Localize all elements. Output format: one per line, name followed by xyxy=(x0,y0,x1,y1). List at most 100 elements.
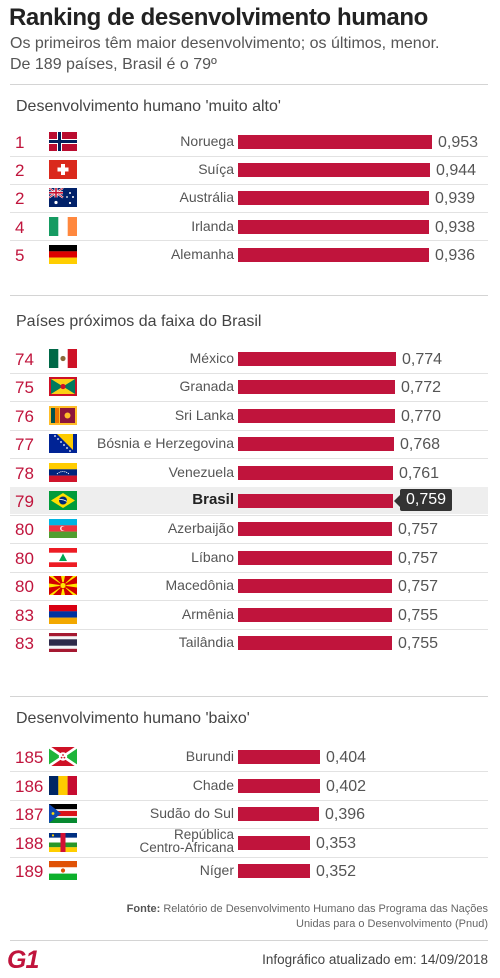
rank-label: 76 xyxy=(15,406,34,426)
chart-row: 80 Macedônia 0,757 xyxy=(10,572,488,599)
lebanon-flag xyxy=(49,547,77,567)
rank-label: 74 xyxy=(15,350,34,369)
rank-label: 2 xyxy=(15,189,25,209)
chart-subtitle-line-1: Os primeiros têm maior desenvolvimento; … xyxy=(10,35,440,52)
row-separator xyxy=(10,240,488,241)
bar xyxy=(238,778,320,793)
chart-title: Ranking de desenvolvimento humano xyxy=(9,4,428,31)
source-note: Fonte: Relatório de Desenvolvimento Huma… xyxy=(108,902,488,932)
row-separator xyxy=(10,629,488,630)
bar xyxy=(238,380,395,395)
bar xyxy=(238,408,395,423)
chart-row: 76 Sri Lanka 0,770 xyxy=(10,402,488,429)
row-separator xyxy=(10,184,488,185)
norway-flag xyxy=(49,132,77,151)
country-label: Tailândia xyxy=(178,634,234,650)
row-separator xyxy=(10,600,488,601)
chart-row: 80 Azerbaijão 0,757 xyxy=(10,515,488,542)
value-label: 0,953 xyxy=(438,134,479,151)
row-separator xyxy=(10,572,488,573)
chart-row: 186 Chade 0,402 xyxy=(10,772,488,799)
bar xyxy=(238,835,310,850)
bar xyxy=(238,807,319,822)
chart-row: 83 Armênia 0,755 xyxy=(10,601,488,628)
row-separator xyxy=(10,373,488,374)
g1-logo: G1 xyxy=(7,946,39,974)
bar xyxy=(238,522,392,537)
thailand-flag xyxy=(49,633,77,652)
chart-row: 187 Sudão do Sul 0,396 xyxy=(10,800,488,827)
update-date: Infográfico atualizado em: 14/09/2018 xyxy=(262,952,488,967)
value-label: 0,404 xyxy=(326,749,367,766)
bar xyxy=(238,163,430,178)
footer-divider xyxy=(10,940,488,941)
section-divider xyxy=(10,696,488,697)
section-title: Desenvolvimento humano 'baixo' xyxy=(16,710,250,727)
rank-label: 78 xyxy=(15,463,34,483)
country-label: República Centro-Africana xyxy=(139,826,234,855)
section-title: Países próximos da faixa do Brasil xyxy=(16,313,262,330)
value-label: 0,352 xyxy=(316,863,357,881)
chart-row: 189 Níger 0,352 xyxy=(10,857,488,884)
bar xyxy=(238,135,432,149)
row-separator xyxy=(10,430,488,431)
country-label: Chade xyxy=(192,776,234,793)
bar xyxy=(238,636,392,650)
rank-label: 5 xyxy=(15,245,25,265)
bar xyxy=(238,247,429,262)
country-label: Azerbaijão xyxy=(167,520,234,537)
row-separator xyxy=(10,156,488,157)
chart-row: 2 Austrália 0,939 xyxy=(10,184,488,211)
rank-label: 80 xyxy=(15,577,34,597)
bar xyxy=(238,437,394,452)
rank-label: 75 xyxy=(15,378,34,398)
country-label: Burundi xyxy=(185,748,234,764)
armenia-flag xyxy=(49,604,77,624)
chart-row: 78 Venezuela 0,761 xyxy=(10,459,488,486)
country-label: Alemanha xyxy=(170,245,234,262)
value-label: 0,402 xyxy=(326,777,367,795)
row-separator xyxy=(10,401,488,402)
bar xyxy=(238,352,396,366)
country-label: Irlanda xyxy=(191,217,234,234)
chart-row: 2 Suíça 0,944 xyxy=(10,156,488,183)
rank-label: 77 xyxy=(15,435,34,455)
venezuela-flag xyxy=(49,462,77,482)
chart-subtitle-line-2: De 189 países, Brasil é o 79º xyxy=(10,56,217,73)
germany-flag xyxy=(49,244,77,264)
central-african-republic-flag xyxy=(49,832,77,852)
chart-row: 188 República Centro-Africana 0,353 xyxy=(10,826,488,856)
bar xyxy=(238,219,429,234)
value-label: 0,936 xyxy=(435,246,476,264)
country-label: Armênia xyxy=(181,605,234,622)
macedonia-flag xyxy=(49,576,77,596)
row-separator xyxy=(10,212,488,213)
bosnia-flag xyxy=(49,434,77,454)
value-label: 0,939 xyxy=(435,190,476,208)
country-label: Bósnia e Herzegovina xyxy=(97,435,234,452)
bar xyxy=(238,465,393,480)
rank-label: 187 xyxy=(15,805,44,825)
niger-flag xyxy=(49,861,77,881)
rank-label: 2 xyxy=(15,161,25,181)
chart-row: 77 Bósnia e Herzegovina 0,768 xyxy=(10,430,488,457)
rank-label: 83 xyxy=(15,634,34,653)
value-label: 0,770 xyxy=(401,407,442,425)
chart-row: 83 Tailândia 0,755 xyxy=(10,629,488,656)
australia-flag xyxy=(49,188,77,208)
rank-label: 79 xyxy=(15,492,34,511)
row-separator xyxy=(10,771,488,772)
source-label: Fonte: xyxy=(126,903,161,915)
brazil-flag xyxy=(49,491,77,510)
value-label: 0,768 xyxy=(400,436,441,454)
rank-label: 4 xyxy=(15,217,25,237)
value-label: 0,757 xyxy=(398,578,439,596)
bar xyxy=(238,607,392,622)
chart-row: 5 Alemanha 0,936 xyxy=(10,241,488,268)
row-separator xyxy=(10,857,488,858)
country-label: Brasil xyxy=(192,491,234,508)
value-label: 0,353 xyxy=(316,834,357,852)
rank-label: 1 xyxy=(15,133,25,152)
value-label: 0,757 xyxy=(398,521,439,539)
azerbaijan-flag xyxy=(49,519,77,539)
